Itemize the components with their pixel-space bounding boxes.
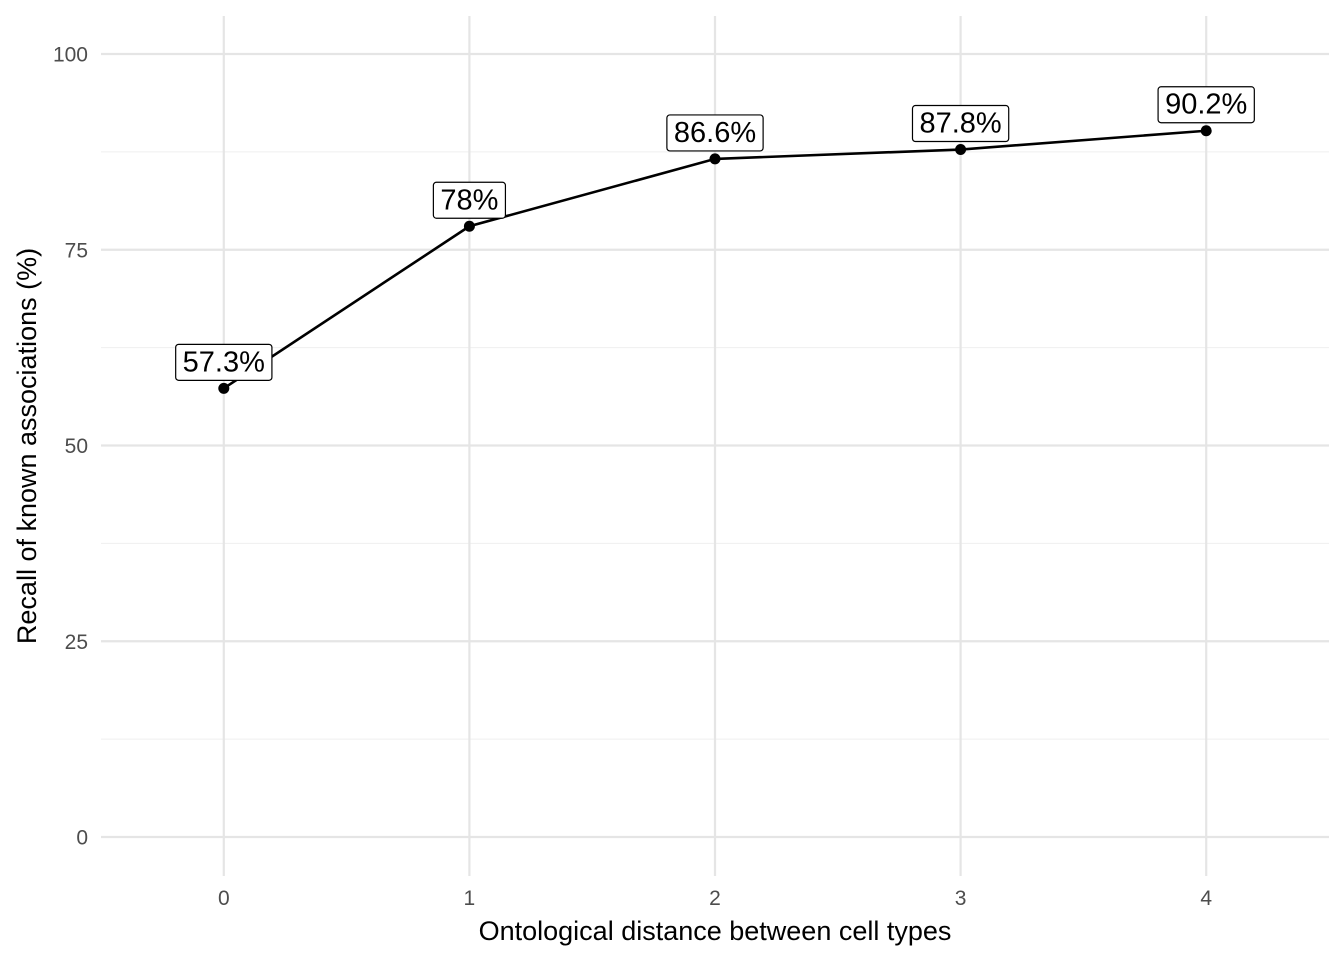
data-label: 57.3% [175, 343, 273, 381]
data-point [218, 382, 230, 394]
y-tick-label: 0 [76, 827, 88, 850]
data-point [1200, 125, 1212, 137]
x-tick-label: 0 [218, 887, 230, 910]
y-tick-label: 75 [65, 239, 88, 262]
x-axis-title: Ontological distance between cell types [479, 916, 952, 946]
data-label-text: 87.8% [919, 108, 1001, 140]
data-point [709, 153, 721, 165]
data-label: 90.2% [1157, 86, 1255, 124]
y-tick-label: 50 [65, 435, 88, 458]
x-tick-label: 1 [464, 887, 476, 910]
data-label: 87.8% [911, 104, 1010, 143]
y-tick-label: 100 [53, 44, 88, 67]
data-point [463, 220, 475, 232]
data-label-box [432, 181, 507, 219]
data-label: 86.6% [666, 114, 764, 152]
data-label-box [175, 343, 273, 381]
x-tick-label: 2 [709, 887, 721, 910]
y-axis-title: Recall of known associations (%) [12, 248, 42, 644]
data-label-box [666, 114, 764, 152]
x-axis-ticks: 0 1 2 3 4 [218, 887, 1212, 910]
data-label-box [1157, 86, 1255, 124]
data-label-text: 57.3% [183, 346, 265, 378]
data-label-text: 90.2% [1165, 89, 1247, 121]
data-label-text: 86.6% [674, 117, 756, 149]
x-tick-label: 3 [955, 887, 967, 910]
data-label-text: 78% [440, 184, 498, 216]
y-axis-ticks: 0 25 50 75 100 [53, 44, 88, 850]
x-tick-label: 4 [1200, 887, 1212, 910]
y-tick-label: 25 [65, 631, 88, 654]
data-point [955, 144, 967, 156]
data-label-box [911, 104, 1010, 143]
data-label: 78% [432, 181, 507, 219]
series [218, 125, 1212, 394]
data-labels: 57.3% 78% 86.6% 87.8% 90.2% [175, 86, 1255, 381]
